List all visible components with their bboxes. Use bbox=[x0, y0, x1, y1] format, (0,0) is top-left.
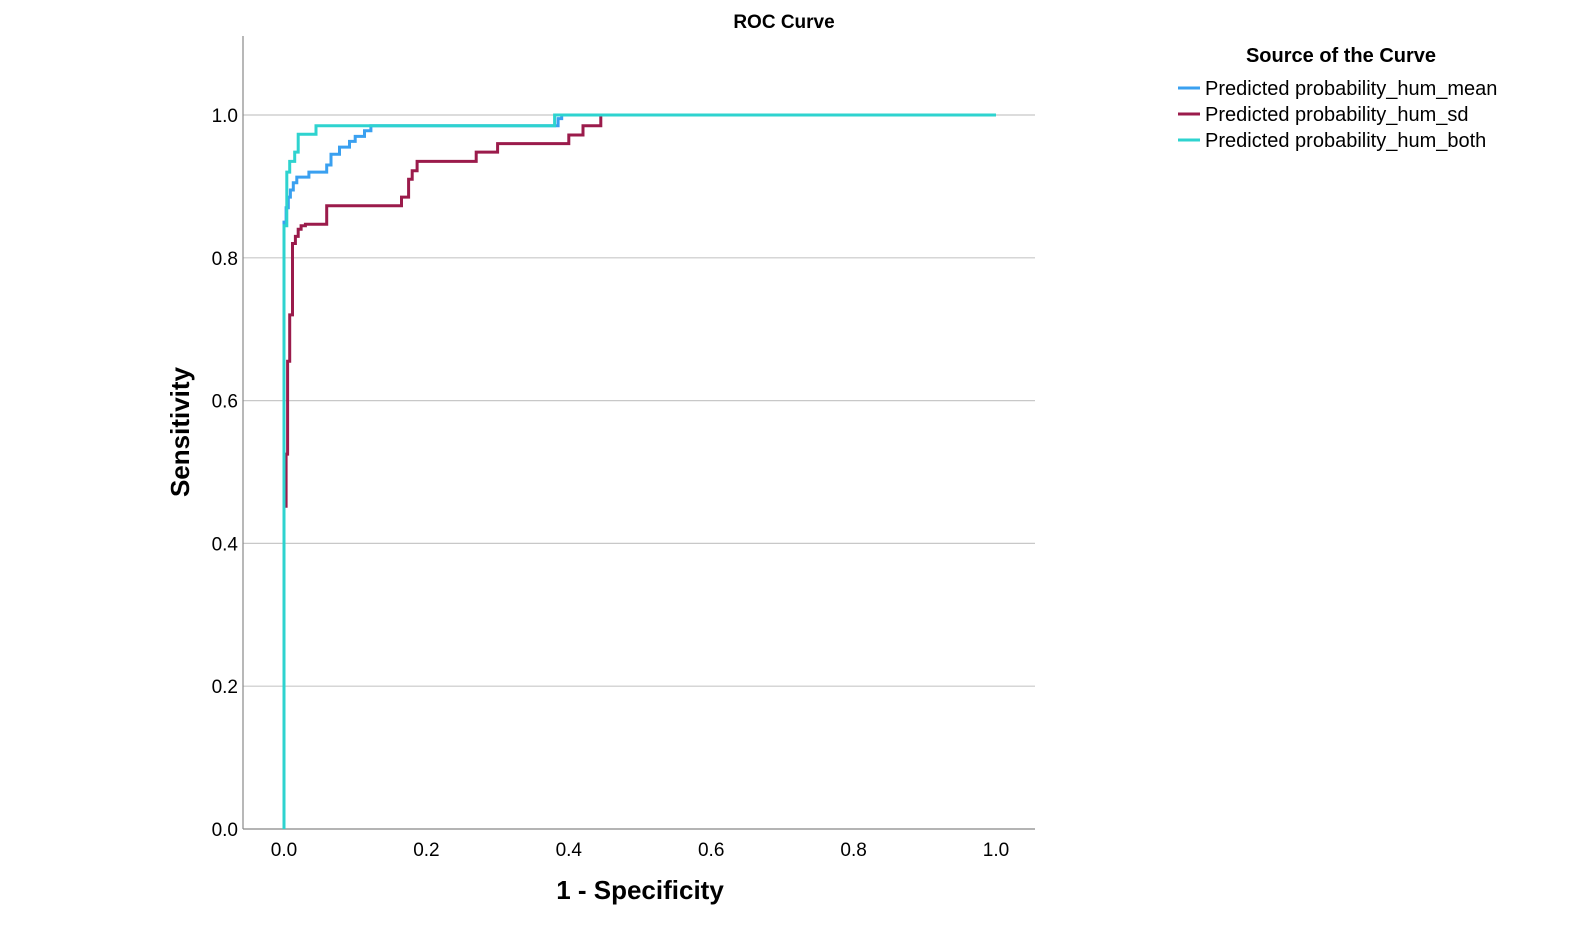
y-tick-label: 1.0 bbox=[212, 106, 238, 127]
x-tick-label: 0.6 bbox=[698, 840, 724, 861]
series-lines bbox=[282, 113, 996, 829]
x-tick-label: 0.2 bbox=[413, 840, 439, 861]
y-tick-label: 0.8 bbox=[212, 249, 238, 270]
legend-label-1: Predicted probability_hum_mean bbox=[1205, 78, 1497, 100]
tick-labels: 0.0 0.2 0.4 0.6 0.8 1.0 0.0 0.2 0.4 0.6 0.8 1.0 bbox=[212, 106, 1010, 861]
chart-title: ROC Curve bbox=[733, 12, 834, 33]
grid-lines bbox=[243, 114, 1035, 687]
y-axis-title: Sensitivity bbox=[165, 366, 195, 497]
legend: Source of the Curve Predicted probabilit… bbox=[1178, 45, 1497, 152]
x-tick-label: 0.0 bbox=[271, 840, 297, 861]
series-line-3 bbox=[282, 113, 996, 829]
series-line-2 bbox=[284, 113, 996, 508]
x-tick-label: 0.4 bbox=[556, 840, 583, 861]
y-tick-label: 0.4 bbox=[212, 534, 239, 555]
x-tick-label: 0.8 bbox=[840, 840, 866, 861]
axes bbox=[242, 36, 1035, 830]
series-line-1 bbox=[282, 113, 996, 829]
y-tick-label: 0.0 bbox=[212, 820, 238, 841]
x-tick-label: 1.0 bbox=[983, 840, 1009, 861]
x-axis-title: 1 - Specificity bbox=[556, 875, 724, 905]
legend-label-2: Predicted probability_hum_sd bbox=[1205, 104, 1469, 126]
y-tick-label: 0.6 bbox=[212, 392, 238, 413]
y-tick-label: 0.2 bbox=[212, 677, 238, 698]
legend-label-3: Predicted probability_hum_both bbox=[1205, 130, 1486, 152]
legend-title: Source of the Curve bbox=[1246, 45, 1436, 67]
